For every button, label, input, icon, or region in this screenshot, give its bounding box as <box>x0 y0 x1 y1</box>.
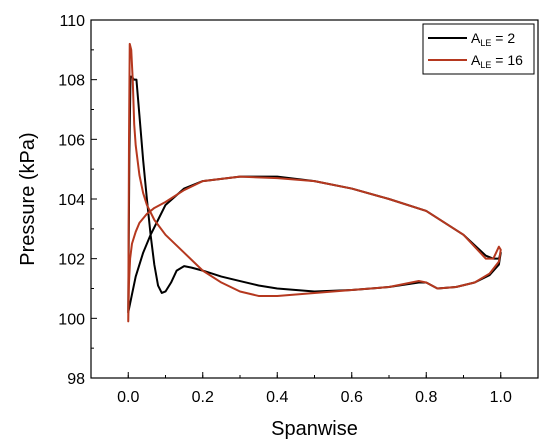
legend-rest: = 16 <box>491 52 523 68</box>
series-lines <box>127 42 502 323</box>
x-tick-label: 0.4 <box>266 389 288 406</box>
y-axis-title: Pressure (kPa) <box>17 132 39 265</box>
legend-rest: = 2 <box>491 30 515 46</box>
series-line-a-le-2 <box>127 75 502 314</box>
x-tick-label: 0.0 <box>117 389 139 406</box>
y-tick-label: 100 <box>58 311 85 328</box>
series-line-a-le-16 <box>127 42 502 323</box>
legend-main: A <box>471 52 481 68</box>
legend-sub: LE <box>480 38 491 48</box>
y-tick-label: 104 <box>58 192 85 209</box>
x-tick-label: 0.2 <box>192 389 214 406</box>
legend-box <box>422 23 535 75</box>
legend-main: A <box>471 30 481 46</box>
legend: ALE = 2 ALE = 16 <box>422 23 535 75</box>
axis-ticks: 0.0 0.2 0.4 0.6 0.8 1.0 98 100 102 104 106 108 110 <box>58 13 539 406</box>
x-axis-title: Spanwise <box>271 418 358 440</box>
legend-label-a-le-2: ALE = 2 <box>471 30 515 48</box>
y-tick-label: 102 <box>58 252 85 269</box>
x-tick-label: 1.0 <box>490 389 512 406</box>
y-tick-label: 108 <box>58 73 85 90</box>
legend-sub: LE <box>480 60 491 70</box>
x-tick-label: 0.8 <box>415 389 437 406</box>
y-tick-label: 110 <box>59 13 85 30</box>
legend-label-a-le-16: ALE = 16 <box>471 52 523 70</box>
x-tick-label: 0.6 <box>341 389 363 406</box>
y-tick-label: 106 <box>58 132 85 149</box>
y-tick-label: 98 <box>67 371 85 388</box>
